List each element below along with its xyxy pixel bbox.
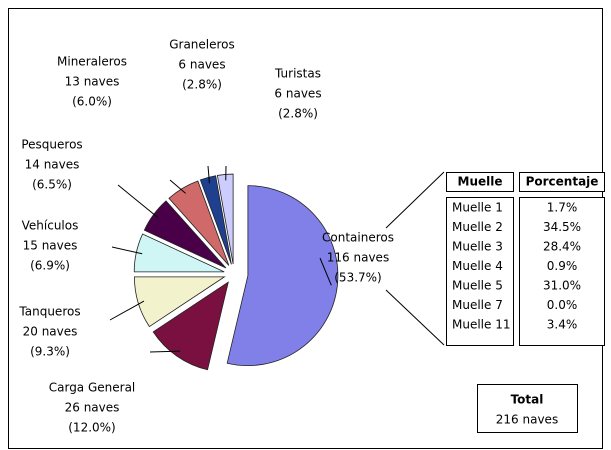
slice-percent: (53.7%) [334,271,381,285]
table-cell: Muelle 7 [452,298,503,312]
slice-count: 15 naves [23,239,78,253]
slice-label: Mineraleros [57,55,127,69]
leader-line [111,246,143,255]
slice-percent: (12.0%) [68,421,115,435]
table-cell: 1.7% [547,201,578,215]
pie-slice [226,185,339,366]
table-cell: 28.4% [543,240,581,254]
slice-label: Turistas [274,67,321,81]
table-cell: Muelle 2 [452,220,503,234]
slice-count: 14 naves [25,158,80,172]
slice-percent: (9.3%) [30,345,70,359]
table-cell: 0.9% [547,259,578,273]
leader-line [109,300,145,321]
table-cell: Muelle 11 [452,318,510,332]
slice-percent: (6.0%) [72,95,112,109]
leader-line [149,350,181,353]
leader-line [385,171,445,229]
table-cell: Muelle 3 [452,240,503,254]
slice-percent: (2.8%) [278,107,318,121]
pie-slice [152,281,229,371]
leader-line [385,289,445,346]
slice-label: Vehículos [22,219,79,233]
slice-label: Containeros [322,231,394,245]
table-cell: 3.4% [547,318,578,332]
leader-line [207,165,210,184]
pie-slice [216,173,234,265]
slice-percent: (2.8%) [182,78,222,92]
slice-label: Carga General [49,381,136,395]
slice-percent: (6.9%) [30,259,70,273]
table-header-cell [519,172,605,192]
leader-line [117,184,159,219]
table-cell: Muelle 1 [452,201,503,215]
slice-count: 6 naves [274,87,321,101]
slice-count: 6 naves [178,58,225,72]
table-column [446,197,514,346]
slice-label: Pesqueros [21,138,82,152]
table-cell: 31.0% [543,279,581,293]
leader-line [169,179,186,194]
slice-label: Graneleros [169,38,235,52]
slice-count: 13 naves [65,75,120,89]
table-cell: 0.0% [547,298,578,312]
slice-label: Tanqueros [18,305,80,319]
table-cell: Muelle 5 [452,279,503,293]
leader-line [319,257,332,286]
table-header: Muelle [458,175,503,189]
table-cell: 34.5% [543,220,581,234]
table-header: Porcentaje [526,175,599,189]
total-box [477,384,578,433]
total-title: Total [511,393,544,407]
slice-percent: (6.5%) [32,178,72,192]
table-header-cell [446,172,514,192]
pie-slice [199,175,232,265]
slice-count: 20 naves [23,325,78,339]
total-value: 216 naves [496,413,558,427]
slice-count: 116 naves [327,251,389,265]
slice-count: 26 naves [65,401,120,415]
pie-slice [134,276,226,328]
table-cell: Muelle 4 [452,259,503,273]
pie-slice [168,180,230,266]
table-column [519,197,605,346]
